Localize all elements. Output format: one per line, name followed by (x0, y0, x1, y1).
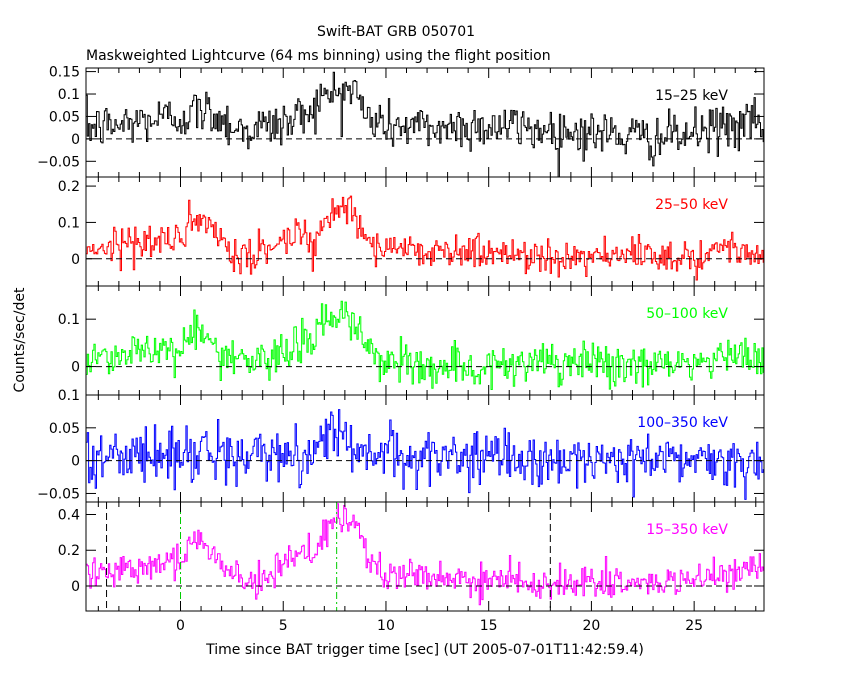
x-axis-label: Time since BAT trigger time [sec] (UT 20… (205, 642, 644, 658)
y-tick-label: −0.05 (37, 154, 80, 170)
y-tick-label: 0 (71, 454, 80, 470)
lightcurve-series (86, 503, 764, 606)
panel-frame (85, 501, 765, 612)
y-tick-label: 0.1 (58, 388, 80, 404)
lightcurve-series (86, 409, 764, 500)
y-tick-label: 0 (71, 132, 80, 148)
y-tick-label: 0.1 (58, 87, 80, 103)
chart-subtitle: Maskweighted Lightcurve (64 ms binning) … (86, 48, 551, 64)
y-tick-label: 0.1 (58, 312, 80, 328)
energy-band-label: 15–25 keV (655, 88, 728, 104)
y-axis-label: Counts/sec/det (12, 287, 28, 392)
x-tick-label: 20 (583, 618, 601, 634)
x-tick-label: 15 (480, 618, 498, 634)
y-tick-label: 0.4 (58, 508, 80, 524)
x-tick-label: 25 (685, 618, 703, 634)
y-tick-label: 0 (71, 252, 80, 268)
energy-band-label: 50–100 keV (646, 306, 728, 322)
energy-band-label: 25–50 keV (655, 197, 728, 213)
x-tick-label: 5 (279, 618, 288, 634)
y-tick-label: 0 (71, 360, 80, 376)
lightcurve-series (86, 195, 764, 281)
panel-frame (85, 176, 765, 287)
energy-band-label: 100–350 keV (637, 415, 728, 431)
y-tick-label: 0 (71, 579, 80, 595)
y-tick-label: 0.05 (49, 421, 80, 437)
lightcurve-series (86, 71, 764, 177)
y-tick-label: 0.05 (49, 109, 80, 125)
x-tick-label: 0 (176, 618, 185, 634)
y-tick-label: 0.2 (58, 543, 80, 559)
y-tick-label: −0.05 (37, 486, 80, 502)
y-tick-label: 0.1 (58, 215, 80, 231)
x-tick-label: 10 (377, 618, 395, 634)
lightcurve-series (86, 300, 764, 390)
chart-title: Swift-BAT GRB 050701 (317, 24, 475, 40)
energy-band-label: 15–350 keV (646, 522, 728, 538)
y-tick-label: 0.15 (49, 65, 80, 81)
y-tick-label: 0.2 (58, 179, 80, 195)
